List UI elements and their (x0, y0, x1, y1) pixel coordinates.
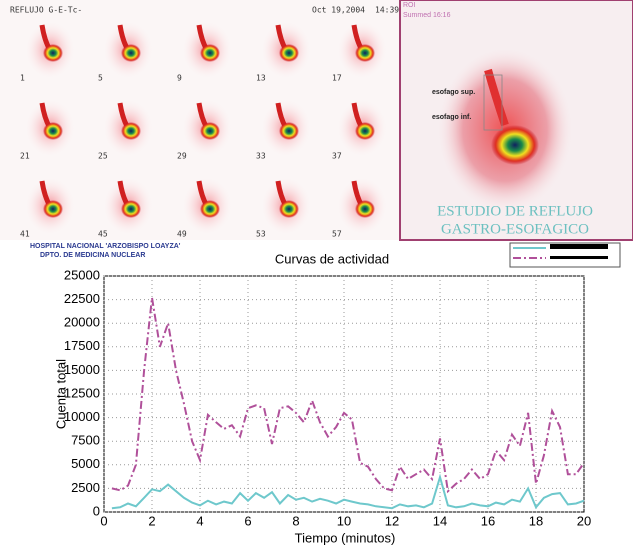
annotation: esofago inf. (432, 114, 471, 121)
x-tick-label: 12 (385, 513, 399, 528)
frame-number: 1 (20, 74, 25, 83)
frame-number: 53 (256, 230, 266, 239)
frame-stomach (355, 200, 375, 218)
frame-stomach (279, 122, 299, 140)
frame-stomach (355, 122, 375, 140)
y-tick-label: 12500 (64, 385, 100, 400)
x-tick-label: 10 (337, 513, 351, 528)
frame-number: 37 (332, 152, 342, 161)
y-tick-label: 17500 (64, 338, 100, 353)
y-tick-label: 25000 (64, 267, 100, 282)
frame-number: 45 (98, 230, 108, 239)
y-tick-label: 0 (93, 503, 100, 518)
frame-number: 25 (98, 152, 108, 161)
series-line (111, 297, 585, 494)
frame-number: 5 (98, 74, 103, 83)
hospital: HOSPITAL NACIONAL 'ARZOBISPO LOAYZA' (30, 243, 181, 250)
frame-number: 17 (332, 74, 342, 83)
study-title: GASTRO-ESOFAGICO (441, 221, 589, 237)
plot: 0250050007500100001250015000175002000022… (64, 267, 591, 528)
frame-stomach (43, 122, 63, 140)
frame-number: 49 (177, 230, 187, 239)
frame-stomach (43, 44, 63, 62)
y-tick-label: 7500 (71, 433, 100, 448)
legend-text-redacted (550, 244, 608, 249)
frame-stomach (200, 200, 220, 218)
frame-stomach (200, 44, 220, 62)
frame-stomach (121, 44, 141, 62)
summed-label: Summed 16:16 (403, 12, 451, 19)
frame-stomach (355, 44, 375, 62)
frame-number: 57 (332, 230, 342, 239)
legend-text-redacted (550, 256, 608, 259)
roi-box (483, 74, 503, 131)
stomach (491, 125, 539, 165)
study-title: ESTUDIO DE REFLUJO (437, 203, 593, 219)
x-tick-label: 20 (577, 513, 591, 528)
frames-grid: 1 5 9 13 17 21 25 29 33 37 41 45 49 53 57 (20, 20, 388, 239)
study-time: 14:39 (375, 6, 399, 15)
legend (509, 242, 621, 268)
x-axis-label: Tiempo (minutos) (295, 530, 396, 545)
frame-number: 33 (256, 152, 266, 161)
x-tick-label: 4 (196, 513, 203, 528)
frame-number: 21 (20, 152, 30, 161)
roi-label: ROI (403, 2, 416, 9)
frame-stomach (43, 200, 63, 218)
frame-number: 29 (177, 152, 187, 161)
chart-title: Curvas de actividad (275, 251, 389, 266)
frame-number: 13 (256, 74, 266, 83)
y-tick-label: 15000 (64, 362, 100, 377)
x-tick-label: 0 (100, 513, 107, 528)
y-axis-label: Cuenta total (53, 359, 68, 429)
y-tick-label: 10000 (64, 409, 100, 424)
annotation: esofago sup. (432, 89, 475, 96)
series-line (111, 473, 585, 510)
x-tick-label: 18 (529, 513, 543, 528)
frame-stomach (121, 200, 141, 218)
x-tick-label: 8 (292, 513, 299, 528)
frame-stomach (121, 122, 141, 140)
frame-stomach (200, 122, 220, 140)
frame-number: 41 (20, 230, 30, 239)
y-tick-label: 20000 (64, 315, 100, 330)
frame-stomach (279, 44, 299, 62)
esophagus (484, 68, 509, 127)
x-tick-label: 16 (481, 513, 495, 528)
x-tick-label: 6 (244, 513, 251, 528)
y-tick-label: 22500 (64, 291, 100, 306)
study-name: REFLUJO G-E-Tc- (10, 6, 82, 15)
frame-number: 9 (177, 74, 182, 83)
y-tick-label: 2500 (71, 480, 100, 495)
department: DPTO. DE MEDICINA NUCLEAR (40, 252, 145, 259)
x-tick-label: 14 (433, 513, 447, 528)
frame-stomach (279, 200, 299, 218)
study-date: Oct 19,2004 (312, 6, 365, 15)
y-tick-label: 5000 (71, 456, 100, 471)
x-tick-label: 2 (148, 513, 155, 528)
